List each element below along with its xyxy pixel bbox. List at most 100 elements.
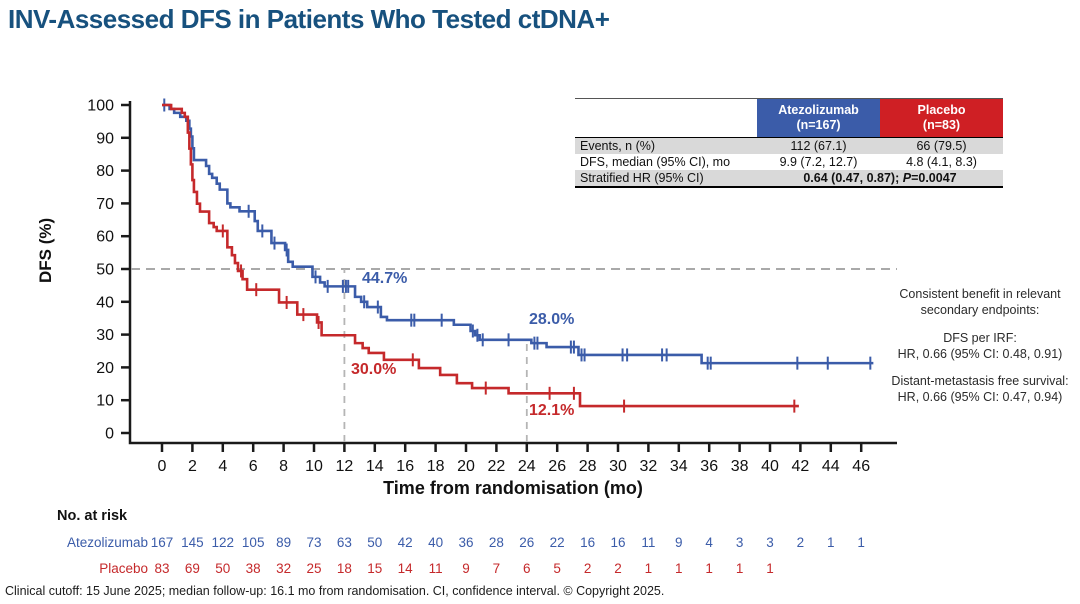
stats-row-median: DFS, median (95% CI), mo 9.9 (7.2, 12.7)… (575, 154, 1003, 170)
risk-count: 50 (367, 535, 383, 550)
risk-count: 40 (428, 535, 444, 550)
risk-count: 9 (462, 561, 470, 576)
landmark-placebo-12mo: 30.0% (351, 361, 397, 378)
risk-count: 5 (553, 561, 561, 576)
x-tick-label: 38 (731, 458, 749, 475)
risk-count: 1 (675, 561, 683, 576)
risk-count: 1 (735, 561, 744, 576)
risk-count: 145 (181, 535, 204, 550)
secondary-endpoints-note: Consistent benefit in relevant secondary … (878, 286, 1080, 406)
risk-count: 7 (492, 561, 501, 576)
risk-row-atezolizumab: Atezolizumab 167 145 122 105 89 73 63 50 42 40 36 2… (0, 535, 1080, 551)
y-tick-label: 80 (96, 163, 114, 180)
x-tick-label: 8 (279, 458, 288, 475)
note-line: HR, 0.66 (95% CI: 0.48, 0.91) (897, 346, 1063, 361)
risk-count: 25 (306, 561, 322, 576)
y-tick-label: 70 (96, 196, 114, 213)
risk-count: 28 (488, 535, 504, 550)
stats-row-median-label: DFS, median (95% CI), mo (580, 155, 731, 169)
x-tick-label: 14 (366, 458, 384, 475)
risk-count: 9 (675, 535, 683, 550)
km-curve-atezolizumab (162, 103, 874, 365)
x-tick-label: 42 (792, 458, 810, 475)
note-spacer (878, 319, 1080, 330)
note-line: HR, 0.66 (95% CI: 0.47, 0.94) (897, 390, 1063, 405)
risk-count: 167 (150, 535, 174, 550)
x-tick-label: 30 (609, 458, 627, 475)
y-tick-label: 10 (96, 393, 114, 410)
risk-count: 36 (458, 535, 474, 550)
risk-row-atezolizumab-label: Atezolizumab (66, 535, 148, 550)
risk-count: 50 (215, 561, 231, 576)
x-tick-label: 32 (640, 458, 658, 475)
footnote: Clinical cutoff: 15 June 2025; median fo… (5, 584, 665, 598)
x-tick-label: 6 (249, 458, 258, 475)
y-tick-label: 0 (105, 426, 114, 443)
x-tick-label: 18 (427, 458, 445, 475)
km-curve-placebo (162, 103, 799, 408)
x-tick-label: 0 (158, 458, 167, 475)
x-tick-label: 46 (852, 458, 870, 475)
risk-count: 2 (796, 535, 805, 550)
x-tick-label: 34 (670, 458, 688, 475)
stats-header-row: Atezolizumab (n=167) Placebo (n=83) (575, 99, 1003, 137)
stats-row-events: Events, n (%) 112 (67.1) 66 (79.5) (575, 138, 1003, 154)
stats-table: Atezolizumab (n=167) Placebo (n=83) Even… (575, 98, 1003, 188)
risk-count: 122 (211, 535, 235, 550)
risk-count: 32 (276, 561, 292, 576)
stats-row-median-placebo: 4.8 (4.1, 8.3) (906, 155, 977, 169)
stats-header-placebo-n: (n=83) (922, 118, 961, 132)
stats-row-events-label: Events, n (%) (580, 139, 656, 153)
risk-count: 1 (705, 561, 713, 576)
hr-value: 0.64 (0.47, 0.87); (803, 171, 903, 185)
stats-header-blank (575, 99, 757, 137)
risk-count: 14 (397, 561, 413, 576)
x-tick-label: 2 (188, 458, 197, 475)
landmark-atezolizumab-12mo: 44.7% (362, 270, 408, 287)
risk-count: 3 (766, 535, 774, 550)
stats-header-placebo-name: Placebo (917, 103, 966, 117)
risk-count: 1 (857, 535, 865, 550)
risk-count: 69 (184, 561, 200, 576)
note-line: DFS per IRF: (943, 330, 1017, 345)
y-tick-label: 60 (96, 229, 114, 246)
risk-count: 1 (766, 561, 774, 576)
risk-count: 42 (397, 535, 413, 550)
y-tick-label: 30 (96, 327, 114, 344)
risk-row-placebo-label: Placebo (99, 561, 148, 576)
x-tick-label: 10 (305, 458, 323, 475)
risk-table-heading: No. at risk (57, 508, 128, 524)
y-axis-label: DFS (%) (36, 217, 55, 283)
risk-count: 11 (428, 561, 443, 576)
x-tick-label: 36 (700, 458, 718, 475)
x-tick-label: 4 (218, 458, 227, 475)
x-tick-label: 40 (761, 458, 779, 475)
p-symbol: P (902, 171, 912, 185)
page-title: INV-Assessed DFS in Patients Who Tested … (8, 4, 610, 34)
stats-row-events-atezolizumab: 112 (67.1) (790, 139, 847, 153)
x-tick-label: 24 (518, 458, 536, 475)
risk-count: 83 (154, 561, 170, 576)
landmark-atezolizumab-24mo: 28.0% (529, 311, 575, 328)
p-value: =0.0047 (911, 171, 957, 185)
x-tick-label: 26 (548, 458, 566, 475)
risk-row-placebo: Placebo 83 69 50 38 32 25 18 15 14 11 9 7 6 5 2 2 1 1 1 1 1 (0, 561, 1080, 577)
risk-count: 11 (641, 535, 656, 550)
x-tick-label: 12 (336, 458, 354, 475)
risk-count: 22 (549, 535, 565, 550)
stats-header-placebo: Placebo (n=83) (880, 99, 1003, 137)
note-line: Distant-metastasis free survival: (891, 374, 1069, 388)
risk-count: 63 (336, 535, 352, 550)
stats-row-events-placebo: 66 (79.5) (916, 139, 967, 153)
stats-header-atezolizumab-name: Atezolizumab (778, 103, 859, 117)
risk-count: 73 (306, 535, 322, 550)
risk-count: 105 (241, 535, 265, 550)
x-tick-label: 28 (579, 458, 597, 475)
stats-row-median-atezolizumab: 9.9 (7.2, 12.7) (779, 155, 858, 169)
risk-count: 6 (523, 561, 531, 576)
stats-row-hr: Stratified HR (95% CI) 0.64 (0.47, 0.87)… (575, 170, 1003, 186)
risk-count: 2 (614, 561, 622, 576)
risk-count: 18 (336, 561, 352, 576)
